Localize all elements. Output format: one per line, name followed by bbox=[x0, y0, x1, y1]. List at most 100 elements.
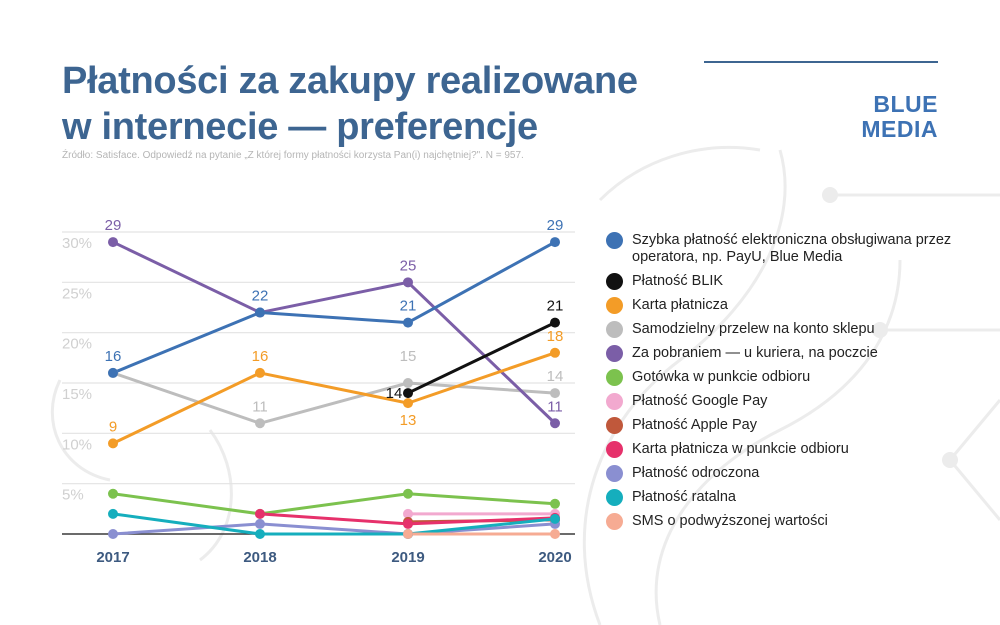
data-point bbox=[255, 367, 265, 378]
x-tick-label: 2019 bbox=[391, 549, 424, 566]
brand-line-2: MEDIA bbox=[861, 116, 938, 142]
data-label: 21 bbox=[547, 298, 564, 315]
legend-swatch bbox=[606, 513, 623, 530]
legend-item: Płatność Apple Pay bbox=[606, 417, 966, 434]
y-tick-label: 25% bbox=[62, 285, 92, 302]
data-point bbox=[403, 518, 413, 529]
data-label: 13 bbox=[400, 412, 417, 429]
legend-item: Płatność ratalna bbox=[606, 489, 966, 506]
data-point bbox=[550, 529, 560, 539]
data-label: 14 bbox=[547, 368, 564, 385]
data-label: 11 bbox=[252, 398, 268, 415]
data-point bbox=[108, 237, 118, 248]
data-point bbox=[550, 388, 560, 399]
data-label: 22 bbox=[252, 288, 269, 305]
data-point bbox=[550, 498, 560, 509]
data-point bbox=[550, 418, 560, 429]
series-line-szybka-p-atnos-c-elektroniczna bbox=[112, 240, 556, 375]
legend-label: Szybka płatność elektroniczna obsługiwan… bbox=[632, 232, 952, 265]
y-tick-label: 30% bbox=[62, 235, 92, 252]
title-line-2: w internecie — preferencje bbox=[62, 106, 538, 148]
series-line-p-atnos-c-blik bbox=[407, 321, 556, 395]
data-point bbox=[255, 418, 265, 429]
legend-swatch bbox=[606, 297, 623, 314]
legend-label: Płatność ratalna bbox=[632, 489, 736, 505]
legend-item: Płatność odroczona bbox=[606, 465, 966, 482]
data-point bbox=[550, 513, 560, 524]
series-line-samodzielny-przelew-na-konto-s bbox=[112, 371, 556, 425]
legend-swatch bbox=[606, 417, 623, 434]
x-tick-label: 2020 bbox=[538, 549, 571, 566]
data-label: 18 bbox=[547, 328, 564, 345]
legend-item: Płatność BLIK bbox=[606, 273, 966, 290]
chart-legend: Szybka płatność elektroniczna obsługiwan… bbox=[606, 232, 966, 537]
legend-swatch bbox=[606, 345, 623, 362]
legend-swatch bbox=[606, 441, 623, 458]
source-note: Źródło: Satisface. Odpowiedź na pytanie … bbox=[62, 150, 524, 161]
y-tick-label: 20% bbox=[62, 336, 92, 353]
series-line-za-pobraniem-u-kuriera-na-pocz bbox=[112, 240, 557, 425]
legend-label: Płatność odroczona bbox=[632, 465, 760, 481]
y-tick-label: 10% bbox=[62, 436, 92, 453]
legend-item: SMS o podwyższonej wartości bbox=[606, 513, 966, 530]
data-point bbox=[403, 388, 413, 399]
y-tick-label: 15% bbox=[62, 386, 92, 403]
data-point bbox=[255, 307, 265, 318]
data-point bbox=[550, 347, 560, 358]
brand-logo: BLUE MEDIA bbox=[861, 92, 938, 142]
data-point bbox=[108, 438, 118, 449]
data-point bbox=[255, 518, 265, 529]
data-point bbox=[403, 277, 413, 288]
data-point bbox=[108, 508, 118, 519]
legend-label: Płatność Google Pay bbox=[632, 393, 768, 409]
data-point bbox=[403, 378, 413, 388]
series-line-goto-wka-w-punkcie-odbioru bbox=[112, 492, 556, 516]
legend-item: Za pobraniem — u kuriera, na poczcie bbox=[606, 345, 966, 362]
legend-label: Karta płatnicza w punkcie odbioru bbox=[632, 441, 849, 457]
series-line-p-atnos-c-ratalna bbox=[112, 512, 556, 536]
legend-label: Za pobraniem — u kuriera, na poczcie bbox=[632, 345, 878, 361]
legend-label: Płatność BLIK bbox=[632, 273, 724, 289]
series-line-karta-p-atnicza bbox=[112, 351, 556, 445]
legend-label: Gotówka w punkcie odbioru bbox=[632, 369, 811, 385]
data-point bbox=[403, 529, 413, 539]
data-label: 25 bbox=[400, 257, 417, 274]
data-point bbox=[403, 317, 413, 328]
data-label: 29 bbox=[105, 217, 122, 234]
legend-swatch bbox=[606, 465, 623, 482]
legend-item: Gotówka w punkcie odbioru bbox=[606, 369, 966, 386]
page-title: Płatności za zakupy realizowane w intern… bbox=[62, 58, 638, 150]
data-label: 16 bbox=[105, 348, 122, 365]
data-label: 15 bbox=[400, 348, 417, 365]
data-point bbox=[108, 367, 118, 378]
legend-swatch bbox=[606, 232, 623, 249]
data-label: 9 bbox=[109, 418, 117, 435]
x-tick-label: 2017 bbox=[96, 549, 129, 566]
data-point bbox=[108, 488, 118, 499]
title-line-1: Płatności za zakupy realizowane bbox=[62, 60, 638, 102]
legend-item: Płatność Google Pay bbox=[606, 393, 966, 410]
data-label: 14 bbox=[386, 385, 403, 402]
brand-divider bbox=[704, 61, 938, 63]
legend-swatch bbox=[606, 321, 623, 338]
legend-item: Samodzielny przelew na konto sklepu bbox=[606, 321, 966, 338]
data-point bbox=[550, 237, 560, 248]
x-tick-label: 2018 bbox=[243, 549, 276, 566]
legend-swatch bbox=[606, 369, 623, 386]
data-label: 21 bbox=[400, 298, 417, 315]
data-point bbox=[403, 488, 413, 499]
legend-item: Karta płatnicza w punkcie odbioru bbox=[606, 441, 966, 458]
series-line-p-atnos-c-odroczona bbox=[112, 522, 556, 536]
data-point bbox=[108, 529, 118, 539]
data-point bbox=[403, 508, 413, 519]
data-label: 11 bbox=[547, 398, 563, 415]
legend-item: Karta płatnicza bbox=[606, 297, 966, 314]
brand-line-1: BLUE bbox=[873, 91, 938, 117]
legend-label: Karta płatnicza bbox=[632, 297, 728, 313]
legend-label: SMS o podwyższonej wartości bbox=[632, 513, 828, 529]
legend-swatch bbox=[606, 273, 623, 290]
legend-label: Samodzielny przelew na konto sklepu bbox=[632, 321, 875, 337]
legend-swatch bbox=[606, 393, 623, 410]
data-point bbox=[403, 398, 413, 409]
